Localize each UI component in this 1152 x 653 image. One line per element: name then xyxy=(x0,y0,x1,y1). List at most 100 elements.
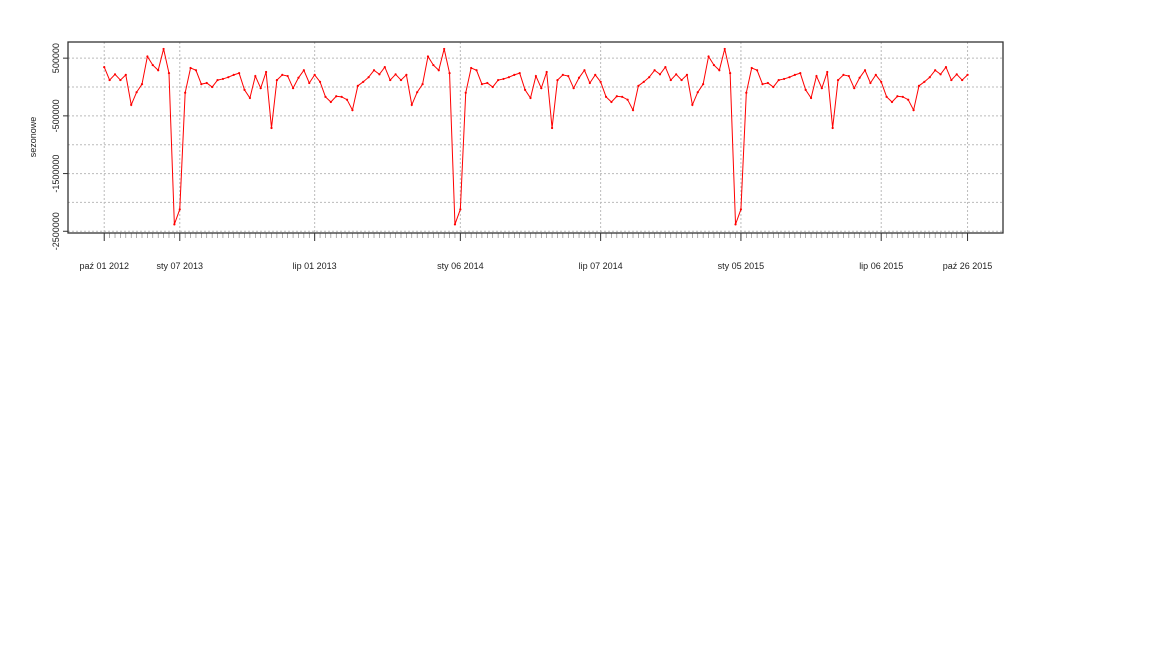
data-point xyxy=(831,126,834,130)
data-point xyxy=(356,84,359,87)
data-point xyxy=(324,95,327,98)
data-point xyxy=(583,69,586,72)
data-point xyxy=(394,73,397,76)
data-point xyxy=(286,74,289,78)
data-point xyxy=(227,76,230,79)
data-point xyxy=(410,103,413,106)
data-point xyxy=(572,87,575,90)
data-point xyxy=(113,73,117,76)
data-point xyxy=(729,72,732,75)
data-point xyxy=(961,78,964,82)
y-tick-label: -500000 xyxy=(51,99,61,132)
data-point xyxy=(863,69,867,72)
data-point xyxy=(135,91,138,94)
y-tick-label: -2500000 xyxy=(51,212,61,250)
data-point xyxy=(534,74,537,78)
data-point xyxy=(507,76,511,79)
x-tick-label: paź 26 2015 xyxy=(943,261,993,271)
data-point xyxy=(140,83,144,86)
x-tick-label: sty 05 2015 xyxy=(718,261,765,271)
data-point xyxy=(426,55,430,58)
data-point xyxy=(383,66,386,69)
data-point xyxy=(691,103,694,106)
x-tick-label: sty 06 2014 xyxy=(437,261,484,271)
plot-frame xyxy=(67,41,1004,234)
data-point xyxy=(966,73,969,76)
data-point xyxy=(405,73,408,76)
data-point xyxy=(194,69,198,72)
data-point xyxy=(599,80,602,83)
data-point xyxy=(523,88,527,91)
data-point xyxy=(853,87,856,90)
data-point xyxy=(594,73,597,76)
data-point xyxy=(766,81,770,85)
data-point xyxy=(281,73,284,76)
data-point xyxy=(302,69,305,72)
data-point xyxy=(782,77,786,81)
data-point xyxy=(470,66,473,70)
x-tick-label: lip 06 2015 xyxy=(859,261,903,271)
data-point xyxy=(675,73,678,76)
data-point xyxy=(804,88,807,91)
data-point xyxy=(221,77,225,81)
data-point xyxy=(912,108,915,112)
data-point xyxy=(173,223,176,226)
data-point xyxy=(459,208,462,211)
y-tick-label: -1500000 xyxy=(51,155,61,193)
data-point xyxy=(820,87,823,90)
data-point xyxy=(178,208,181,211)
data-point xyxy=(950,78,953,82)
data-point xyxy=(189,66,192,70)
data-point xyxy=(416,91,419,94)
data-point xyxy=(216,78,219,82)
data-point xyxy=(367,76,370,79)
data-point xyxy=(621,95,624,98)
data-point xyxy=(712,63,716,67)
data-point xyxy=(475,69,478,72)
data-point xyxy=(513,73,516,76)
data-point xyxy=(880,80,883,83)
data-point xyxy=(610,100,613,104)
data-point xyxy=(631,108,635,112)
data-point xyxy=(453,223,457,226)
data-point xyxy=(869,81,872,85)
data-point xyxy=(556,78,559,82)
data-point xyxy=(761,83,764,86)
data-point xyxy=(421,83,424,86)
data-point xyxy=(793,73,796,76)
data-point xyxy=(923,80,926,83)
data-point xyxy=(200,83,203,86)
data-point xyxy=(497,78,500,82)
data-point xyxy=(561,73,564,76)
data-point xyxy=(896,95,899,98)
data-point xyxy=(836,78,840,82)
data-point xyxy=(874,73,877,76)
data-point xyxy=(157,69,160,72)
data-point xyxy=(329,100,332,104)
data-point xyxy=(443,47,446,51)
data-point xyxy=(696,91,699,94)
data-point xyxy=(934,69,937,72)
data-point xyxy=(901,95,904,98)
data-point xyxy=(815,74,818,78)
y-axis-title: sezonowe xyxy=(28,117,38,158)
data-point xyxy=(340,95,343,98)
data-point xyxy=(540,87,543,90)
data-point xyxy=(658,73,662,76)
data-point xyxy=(464,91,467,94)
data-point xyxy=(480,83,484,86)
data-point xyxy=(588,81,591,85)
data-point xyxy=(205,81,208,85)
data-point xyxy=(745,91,748,94)
data-point xyxy=(254,74,257,78)
data-point xyxy=(124,73,127,76)
data-point xyxy=(248,96,252,100)
data-point xyxy=(847,74,850,78)
data-point xyxy=(718,69,721,72)
data-point xyxy=(238,72,241,75)
data-point xyxy=(270,126,273,130)
data-point xyxy=(907,98,910,101)
x-tick-label: lip 01 2013 xyxy=(293,261,337,271)
data-point xyxy=(685,73,689,76)
